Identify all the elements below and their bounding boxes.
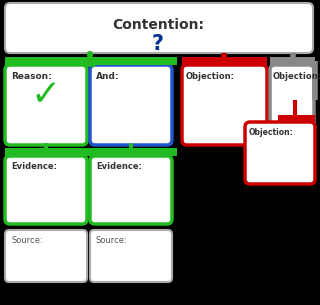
Text: ?: ? (152, 34, 164, 54)
Text: And:: And: (96, 72, 119, 81)
Text: Contention:: Contention: (112, 18, 204, 32)
Bar (182, 57, 267, 65)
Text: Evidence:: Evidence: (96, 162, 142, 171)
Bar (278, 115, 315, 122)
FancyBboxPatch shape (5, 230, 87, 282)
Text: ✓: ✓ (31, 78, 61, 112)
FancyBboxPatch shape (5, 3, 313, 53)
FancyBboxPatch shape (5, 156, 87, 224)
FancyBboxPatch shape (245, 122, 315, 184)
Bar (5, 148, 177, 156)
FancyBboxPatch shape (90, 230, 172, 282)
Text: Objection:: Objection: (273, 72, 320, 81)
Text: Objection:: Objection: (249, 128, 294, 137)
Bar (5, 57, 177, 65)
FancyBboxPatch shape (182, 65, 267, 145)
Bar (270, 57, 315, 65)
FancyBboxPatch shape (270, 65, 314, 145)
FancyBboxPatch shape (90, 65, 172, 145)
Text: Reason:: Reason: (11, 72, 52, 81)
Text: Source:: Source: (96, 236, 128, 245)
FancyBboxPatch shape (5, 65, 87, 145)
Text: Objection:: Objection: (186, 72, 235, 81)
Text: Evidence:: Evidence: (11, 162, 57, 171)
FancyBboxPatch shape (90, 156, 172, 224)
Text: Source:: Source: (11, 236, 43, 245)
